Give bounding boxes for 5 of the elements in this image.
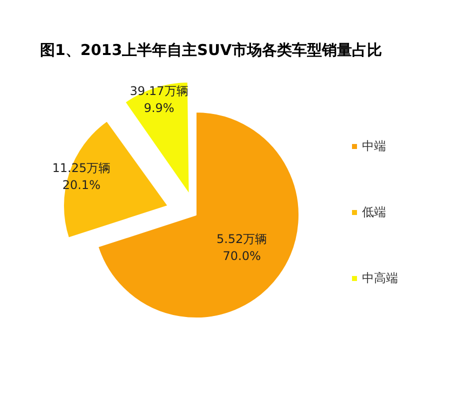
legend-label: 低端 [362,204,386,220]
legend-label: 中端 [362,138,386,154]
data-label: 5.52万辆 70.0% [216,232,268,263]
chart-title: 图1、2013上半年自主SUV市场各类车型销量占比 [40,41,382,59]
legend-label: 中高端 [362,270,398,286]
